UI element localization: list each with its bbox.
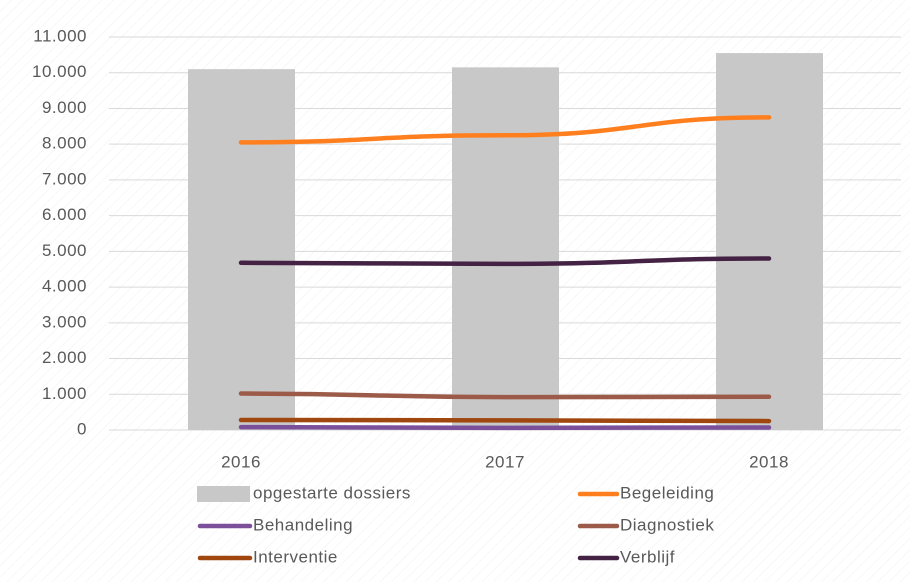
legend-label: Behandeling bbox=[253, 515, 353, 534]
legend-label: Verblijf bbox=[620, 547, 675, 566]
x-tick-label: 2016 bbox=[221, 452, 261, 471]
y-tick-label: 9.000 bbox=[42, 98, 87, 117]
bar bbox=[716, 53, 823, 431]
x-tick-label: 2017 bbox=[485, 452, 525, 471]
line bbox=[238, 424, 772, 431]
legend-label: Diagnostiek bbox=[620, 515, 714, 534]
y-tick-label: 6.000 bbox=[42, 205, 87, 224]
line bbox=[238, 417, 772, 424]
y-tick-label: 4.000 bbox=[42, 277, 87, 296]
y-tick-label: 10.000 bbox=[32, 62, 87, 81]
line bbox=[238, 115, 772, 145]
bar bbox=[452, 67, 559, 431]
y-tick-label: 11.000 bbox=[33, 26, 87, 45]
legend-swatch bbox=[197, 486, 250, 502]
y-tick-label: 1.000 bbox=[42, 384, 87, 403]
y-tick-label: 5.000 bbox=[42, 241, 87, 260]
legend-label: opgestarte dossiers bbox=[253, 483, 411, 502]
line bbox=[238, 391, 772, 400]
legend-label: Begeleiding bbox=[620, 483, 714, 502]
legend-label: Interventie bbox=[253, 547, 338, 566]
x-tick-label: 2018 bbox=[749, 452, 789, 471]
y-tick-label: 3.000 bbox=[42, 312, 87, 331]
y-tick-label: 7.000 bbox=[42, 169, 87, 188]
bar bbox=[188, 69, 295, 431]
line bbox=[238, 256, 772, 267]
y-tick-label: 0 bbox=[77, 419, 87, 438]
y-tick-label: 8.000 bbox=[42, 134, 87, 153]
y-tick-label: 2.000 bbox=[42, 348, 87, 367]
